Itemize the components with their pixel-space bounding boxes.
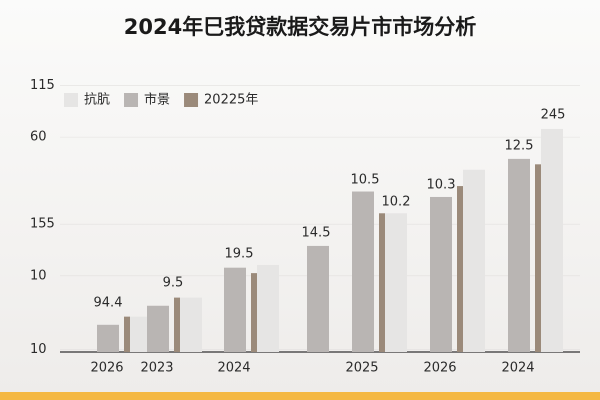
data-label: 12.5 — [505, 139, 534, 154]
bar — [379, 213, 385, 352]
bar — [457, 186, 463, 352]
bar — [352, 191, 374, 352]
bar — [535, 164, 541, 352]
bar — [174, 297, 180, 352]
y-tick-label: 155 — [30, 217, 55, 232]
y-tick-label: 10 — [30, 268, 47, 283]
bar — [463, 169, 485, 352]
legend-swatch — [184, 93, 199, 107]
legend-label: 市景 — [144, 92, 170, 108]
x-tick-label: 2024 — [501, 361, 534, 376]
bar — [508, 158, 530, 352]
data-label: 9.5 — [163, 276, 184, 291]
data-label: 10.2 — [382, 195, 411, 210]
bar — [147, 305, 169, 352]
y-tick-label: 115 — [30, 78, 55, 93]
bar — [124, 316, 130, 352]
legend-swatch — [64, 93, 78, 107]
x-tick-label: 2025 — [345, 361, 378, 376]
x-tick-label: 2026 — [90, 361, 123, 376]
bar — [307, 245, 329, 352]
data-label: 19.5 — [225, 247, 254, 262]
data-label: 10.5 — [351, 173, 380, 188]
bottom-strip — [0, 392, 600, 400]
data-label: 94.4 — [94, 296, 123, 311]
bar — [257, 264, 279, 352]
data-label: 245 — [541, 108, 566, 123]
bar — [180, 297, 202, 352]
x-tick-label: 2026 — [423, 361, 456, 376]
bar — [130, 316, 152, 352]
bar — [251, 273, 257, 352]
bar — [541, 128, 563, 352]
legend-label: 抗肮 — [84, 93, 110, 108]
data-label: 10.3 — [427, 178, 456, 193]
legend-label: 20225年 — [204, 93, 258, 108]
bar — [385, 213, 407, 352]
bar — [430, 196, 452, 352]
legend-swatch — [124, 93, 139, 107]
x-tick-label: 2023 — [140, 361, 173, 376]
bar — [97, 324, 119, 352]
x-tick-label: 2024 — [217, 361, 250, 376]
bar — [224, 267, 246, 352]
chart-title: 2024年巳我贷款据交易片市市场分析 — [124, 15, 476, 39]
data-label: 14.5 — [302, 226, 331, 241]
y-tick-label: 10 — [30, 342, 47, 357]
y-tick-label: 60 — [30, 130, 47, 145]
